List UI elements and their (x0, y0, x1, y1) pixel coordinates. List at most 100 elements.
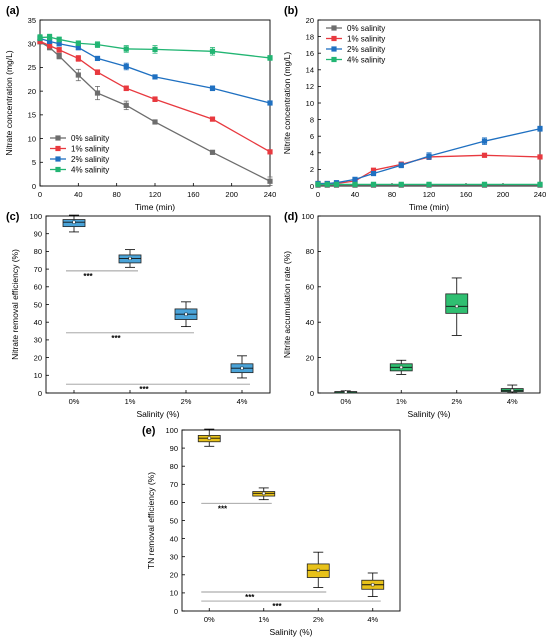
data-point (56, 47, 62, 53)
data-point (267, 178, 273, 184)
data-point (267, 55, 273, 61)
series-3 (37, 33, 273, 61)
data-point (315, 181, 321, 187)
data-point (152, 119, 158, 125)
y-tick-label: 70 (34, 265, 42, 274)
y-tick-label: 60 (170, 498, 178, 507)
y-tick-label: 90 (170, 444, 178, 453)
significance-label: *** (139, 385, 149, 394)
panel-c: (c) 0 10 20 30 40 50 60 70 80 90 100 Nitrate removal… (6, 211, 271, 419)
legend-label: 0% salinity (71, 134, 109, 143)
y-tick-label: 80 (306, 247, 314, 256)
data-point (398, 181, 404, 187)
data-point (370, 167, 377, 173)
box-3 (361, 572, 385, 597)
x-tick-label: 200 (497, 190, 510, 199)
data-point (123, 102, 129, 108)
y-tick-label: 20 (170, 571, 178, 580)
y-tick-label: 50 (34, 300, 42, 309)
box-1 (252, 487, 276, 501)
box-0 (197, 428, 221, 447)
data-point (75, 40, 81, 46)
x-tick-label: 4% (237, 397, 248, 406)
data-point (370, 170, 377, 177)
data-point (123, 46, 129, 52)
y-tick-label: 30 (28, 40, 36, 49)
mean-marker (510, 388, 514, 392)
panel-e: (e) 0 10 20 30 40 50 60 70 80 90 100 TN removal effi… (142, 425, 401, 637)
y-tick-label: 30 (34, 336, 42, 345)
legend-marker (331, 56, 337, 63)
y-tick-label: 40 (34, 318, 42, 327)
data-point (352, 176, 358, 182)
x-tick-label: 240 (534, 190, 547, 199)
legend-marker (55, 145, 61, 152)
legend-label: 1% salinity (347, 35, 385, 44)
legend-marker (331, 25, 337, 31)
data-point (94, 42, 101, 48)
y-tick-label: 90 (34, 230, 42, 239)
data-point (209, 116, 216, 122)
data-point (537, 154, 543, 160)
y-tick-label: 10 (306, 99, 314, 108)
legend-marker (55, 166, 61, 173)
mean-marker (371, 583, 375, 587)
x-tick-label: 80 (112, 190, 120, 199)
data-point (56, 41, 62, 47)
y-tick-label: 0 (32, 182, 36, 191)
legend-marker (331, 35, 337, 42)
y-tick-label: 18 (306, 32, 314, 41)
y-tick-label: 4 (310, 149, 314, 158)
mean-marker (316, 568, 320, 572)
data-point (537, 181, 543, 187)
legend-label: 1% salinity (71, 145, 109, 154)
y-axis-label: TN removal efficiency (%) (146, 472, 156, 569)
box-3 (500, 384, 524, 394)
y-tick-label: 6 (310, 132, 314, 141)
y-tick-label: 15 (28, 111, 36, 120)
x-tick-label: 1% (125, 397, 136, 406)
y-tick-label: 10 (28, 134, 36, 143)
significance-label: *** (272, 602, 282, 611)
data-point (152, 46, 158, 53)
box (445, 293, 469, 314)
data-point (267, 149, 273, 155)
y-tick-label: 40 (170, 534, 178, 543)
x-tick-label: 160 (460, 190, 473, 199)
significance-label: *** (218, 504, 228, 513)
x-axis-label: Salinity (%) (137, 409, 180, 419)
data-point (398, 162, 404, 168)
mean-marker (262, 491, 266, 495)
x-tick-label: 2% (313, 615, 324, 624)
box-1 (389, 359, 413, 375)
legend-label: 4% salinity (347, 56, 385, 65)
legend-label: 2% salinity (347, 45, 385, 54)
data-point (75, 44, 81, 51)
x-tick-label: 0% (69, 397, 80, 406)
data-point (94, 69, 101, 75)
axes-frame (317, 215, 541, 394)
series-0 (37, 39, 273, 186)
series-1 (37, 38, 273, 155)
legend-label: 0% salinity (347, 24, 385, 33)
mean-marker (72, 220, 76, 224)
x-tick-label: 120 (423, 190, 436, 199)
y-axis-label: Nitrate concentration (mg/L) (4, 50, 14, 156)
data-point (37, 34, 43, 41)
y-tick-label: 5 (32, 158, 36, 167)
legend-label: 4% salinity (71, 166, 109, 175)
y-tick-label: 0 (38, 389, 42, 398)
y-tick-label: 20 (306, 16, 314, 25)
data-point (370, 181, 377, 187)
y-tick-label: 40 (306, 318, 314, 327)
series-2 (315, 125, 543, 187)
mean-marker (344, 390, 348, 394)
x-tick-label: 1% (258, 615, 269, 624)
data-point (333, 181, 340, 187)
y-tick-label: 20 (28, 87, 36, 96)
box-2 (306, 551, 330, 588)
x-tick-label: 120 (149, 190, 162, 199)
